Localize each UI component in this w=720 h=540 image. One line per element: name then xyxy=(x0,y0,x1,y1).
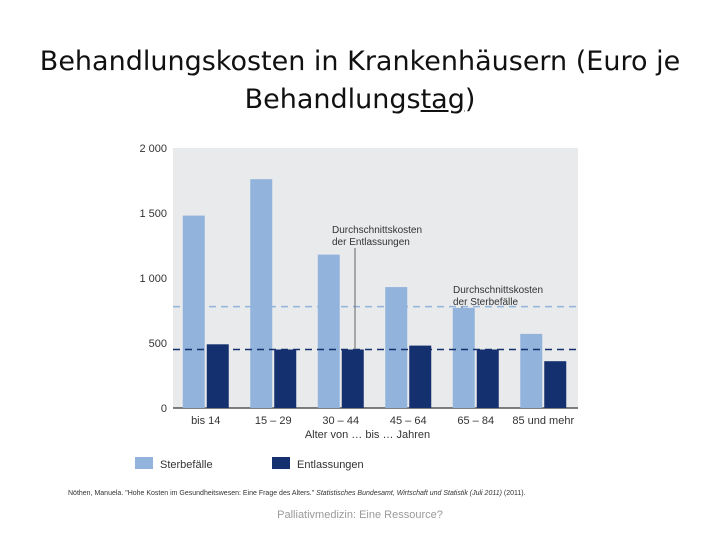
legend-label: Entlassungen xyxy=(297,459,364,471)
slide-title-line-1: Behandlungskosten in Krankenhäusern (Eur… xyxy=(0,44,720,80)
x-tick-label: 15 – 29 xyxy=(255,415,292,427)
footnote-source: Statistisches Bundesamt, Wirtschaft und … xyxy=(316,490,502,497)
bar-entlassungen xyxy=(274,349,297,408)
bar-sterbefaelle xyxy=(317,254,340,408)
bar-entlassungen xyxy=(409,345,432,408)
x-tick-label: 65 – 84 xyxy=(457,415,494,427)
bar-chart: 0 500 1 000 1 500 2 000 bis 14 15 – 29 30 – 44 4… xyxy=(135,143,578,471)
slide-title-text-2c: ) xyxy=(464,84,476,115)
x-tick-label: 85 und mehr xyxy=(512,415,574,427)
bar-sterbefaelle xyxy=(182,215,205,408)
x-tick-label: 45 – 64 xyxy=(390,415,427,427)
y-tick-label: 500 xyxy=(149,338,167,350)
y-tick-label: 2 000 xyxy=(139,143,167,155)
footnote-year: (2011). xyxy=(501,490,526,497)
bar-sterbefaelle xyxy=(452,307,475,408)
bar-entlassungen xyxy=(341,349,364,408)
y-tick-label: 1 000 xyxy=(139,273,167,285)
slide-title-line-2: Behandlungstag) xyxy=(0,82,720,118)
annotation-entlassungen-line: der Entlassungen xyxy=(332,237,410,248)
y-tick-label: 1 500 xyxy=(139,208,167,220)
bar-entlassungen xyxy=(206,344,229,408)
legend-swatch xyxy=(272,457,290,469)
bar-entlassungen xyxy=(544,361,567,408)
annotation-sterbefaelle-line: der Sterbefälle xyxy=(453,297,518,308)
slide-title-text-2b: tag xyxy=(420,84,465,115)
footnote: Nöthen, Manuela. "Hohe Kosten im Gesundh… xyxy=(68,490,526,497)
bar-sterbefaelle xyxy=(520,333,543,408)
x-axis-label: Alter von … bis … Jahren xyxy=(305,429,430,441)
annotation-entlassungen-line: Durchschnittskosten xyxy=(332,225,422,236)
x-tick-label: bis 14 xyxy=(191,415,220,427)
legend-swatch xyxy=(135,457,153,469)
x-tick-label: 30 – 44 xyxy=(322,415,359,427)
bar-sterbefaelle xyxy=(385,287,408,408)
bar-sterbefaelle xyxy=(250,179,273,408)
slide-title-text-2a: Behandlungs xyxy=(244,84,421,115)
bar-entlassungen xyxy=(476,349,499,408)
slide-footer: Palliativmedizin: Eine Ressource? xyxy=(277,509,443,521)
footnote-text: Nöthen, Manuela. "Hohe Kosten im Gesundh… xyxy=(68,490,317,497)
annotation-sterbefaelle-line: Durchschnittskosten xyxy=(453,285,543,296)
y-tick-label: 0 xyxy=(161,403,167,415)
slide-title-text-1: Behandlungskosten in Krankenhäusern (Eur… xyxy=(39,46,681,77)
plot-area xyxy=(173,148,578,408)
legend-label: Sterbefälle xyxy=(160,459,213,471)
